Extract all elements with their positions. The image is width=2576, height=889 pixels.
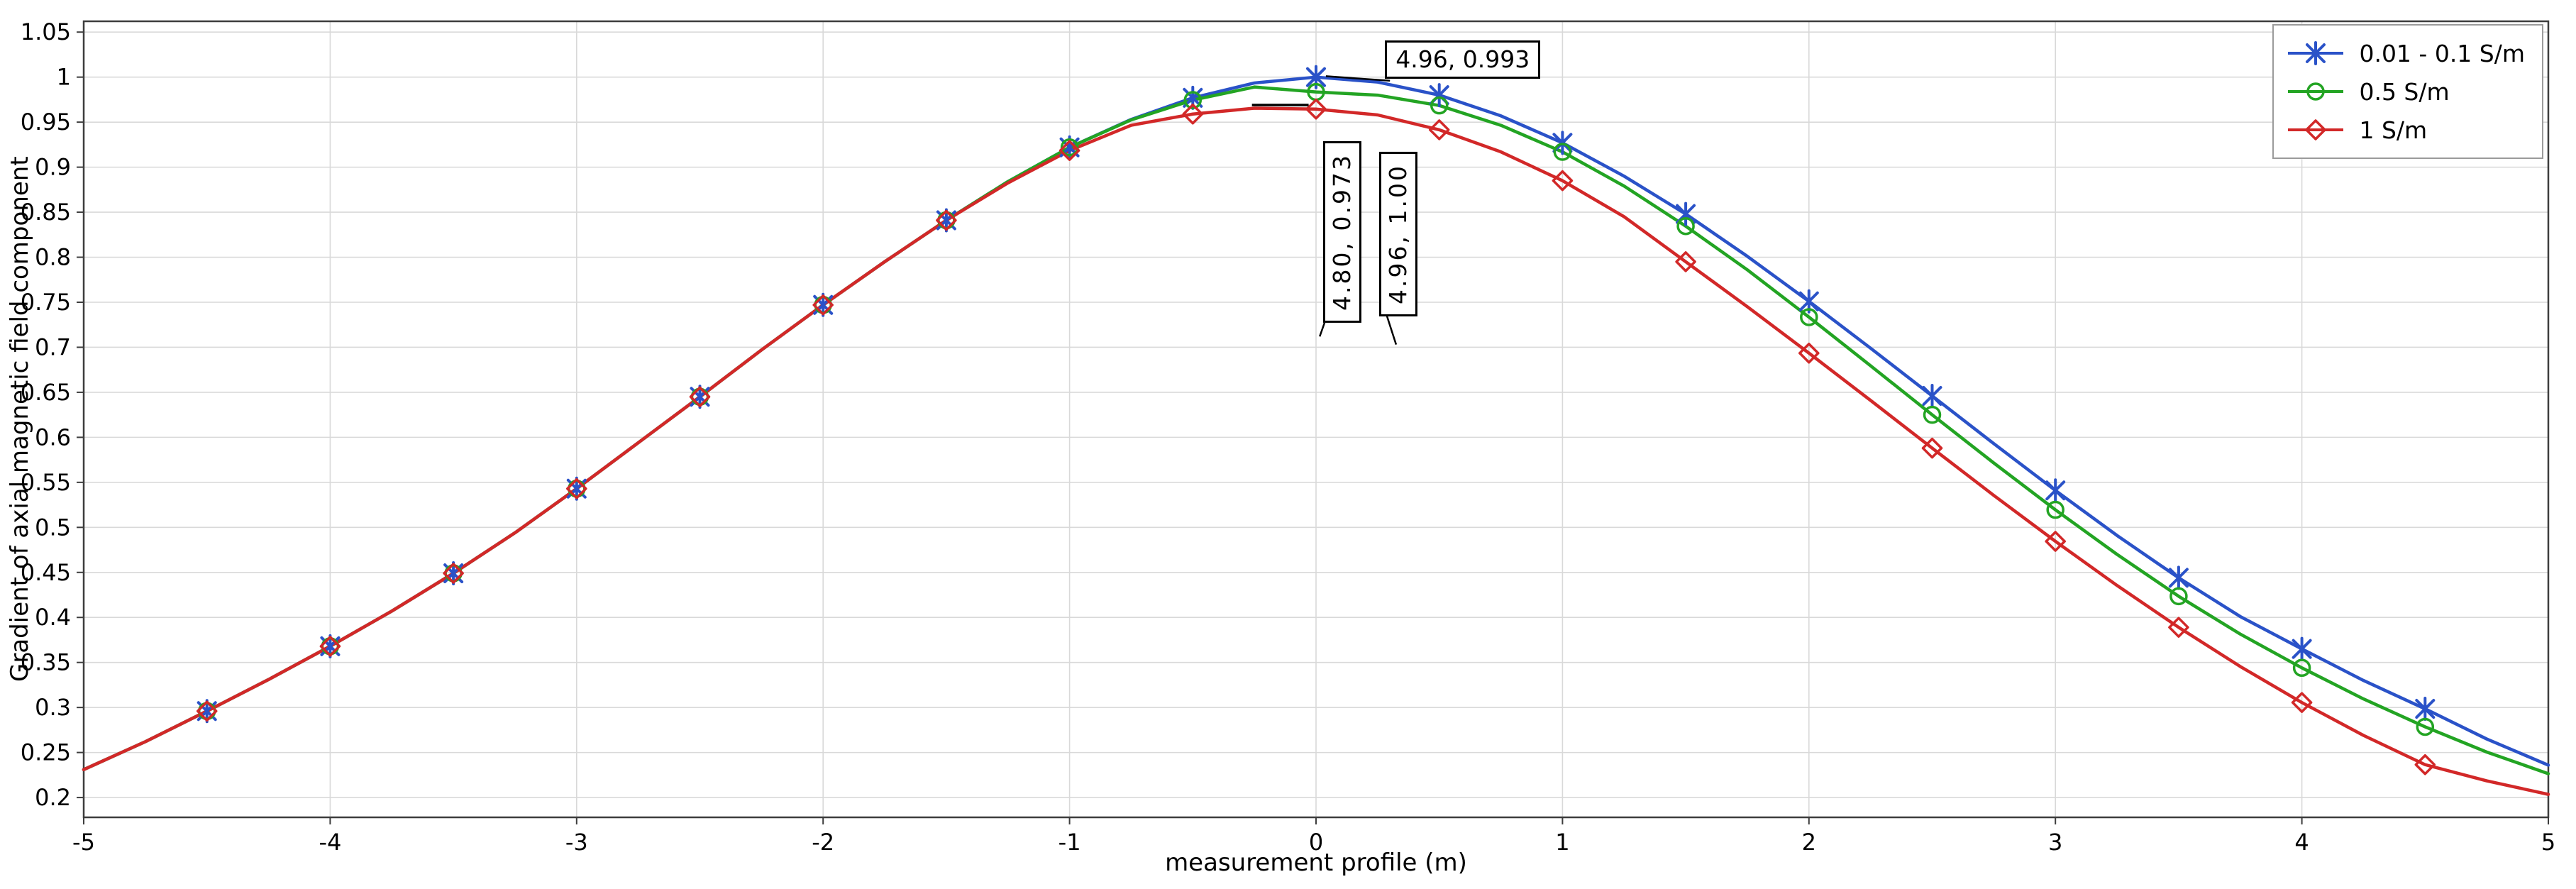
series-marker-2 [1428, 119, 1450, 140]
x-tick-label: -5 [72, 829, 95, 856]
y-axis-title: Gradient of axial magnetic field compone… [6, 156, 34, 683]
x-tick-label: -2 [812, 829, 834, 856]
y-tick-label: 0.9 [35, 154, 71, 181]
series-marker-1 [1430, 96, 1449, 115]
y-tick-label: 0.35 [21, 649, 71, 676]
series-marker-2 [2414, 754, 2436, 775]
annotation-box[interactable]: 4.96, 0.993 [1385, 40, 1541, 79]
series-marker-2 [2168, 617, 2189, 638]
y-tick-label: 0.5 [35, 514, 71, 541]
series-marker-2 [1798, 342, 1820, 364]
x-tick-label: -3 [565, 829, 588, 856]
circle-marker-icon [2288, 82, 2344, 101]
series-marker-1 [1923, 405, 1942, 424]
series-marker-1 [2046, 500, 2064, 519]
series-marker-0 [2292, 636, 2312, 661]
y-tick-label: 0.85 [21, 199, 71, 226]
series-marker-0 [2168, 565, 2189, 590]
x-tick-label: 2 [1802, 829, 1816, 856]
y-tick-label: 0.7 [35, 333, 71, 360]
series-marker-2 [443, 563, 464, 584]
x-tick-label: -1 [1058, 829, 1081, 856]
series-marker-1 [1553, 143, 1572, 161]
annotation-leader [1325, 75, 1391, 82]
series-marker-1 [2416, 717, 2435, 736]
legend-item: 0.01 - 0.1 S/m [2285, 34, 2525, 72]
star-marker-icon [2288, 41, 2344, 65]
y-tick-label: 0.95 [21, 109, 71, 136]
x-tick-label: 1 [1555, 829, 1569, 856]
y-tick-label: 0.25 [21, 739, 71, 766]
y-tick-label: 0.75 [21, 289, 71, 316]
legend-item: 0.5 S/m [2285, 72, 2525, 111]
series-marker-2 [1675, 251, 1696, 272]
series-marker-1 [1676, 217, 1695, 236]
series-marker-0 [2415, 697, 2436, 722]
series-marker-2 [812, 294, 834, 316]
series-marker-0 [1922, 384, 1942, 408]
legend-marker-glyph [2306, 41, 2326, 65]
legend-label: 1 S/m [2359, 116, 2428, 144]
y-tick-label: 0.3 [35, 694, 71, 721]
y-tick-label: 0.65 [21, 379, 71, 406]
y-tick-label: 0.6 [35, 424, 71, 451]
legend-marker-glyph [2305, 119, 2327, 140]
series-marker-2 [1305, 99, 1327, 120]
series-marker-1 [2292, 658, 2311, 678]
series-marker-2 [689, 386, 711, 408]
series-marker-2 [566, 477, 587, 499]
diamond-marker-icon [2288, 119, 2344, 140]
x-tick-label: -4 [319, 829, 341, 856]
y-tick-label: 0.4 [35, 604, 71, 631]
x-axis-title: measurement profile (m) [1165, 849, 1467, 877]
annotation-box[interactable]: 4.80, 0.973 [1323, 140, 1362, 323]
y-tick-label: 1 [57, 64, 71, 91]
series-marker-2 [319, 636, 341, 657]
x-tick-label: 5 [2541, 829, 2555, 856]
legend-label: 0.01 - 0.1 S/m [2359, 39, 2525, 67]
series-marker-1 [2169, 587, 2188, 606]
annotation-leader [1385, 314, 1398, 346]
y-tick-label: 0.8 [35, 244, 71, 271]
x-tick-label: 4 [2294, 829, 2309, 856]
annotation-box[interactable]: 4.96, 1.00 [1378, 152, 1417, 316]
y-tick-label: 0.55 [21, 469, 71, 496]
legend: 0.01 - 0.1 S/m 0.5 S/m 1 S/m [2272, 24, 2543, 159]
series-line-2 [82, 106, 2550, 796]
series-marker-1 [1183, 91, 1203, 109]
y-tick-label: 1.05 [21, 18, 71, 45]
series-marker-2 [1058, 140, 1080, 161]
legend-label: 0.5 S/m [2359, 77, 2450, 106]
series-marker-2 [1182, 103, 1204, 125]
y-tick-label: 0.45 [21, 559, 71, 586]
legend-marker-glyph [2306, 82, 2326, 101]
x-tick-label: 3 [2048, 829, 2062, 856]
series-marker-1 [1800, 308, 1818, 326]
series-marker-2 [1552, 170, 1574, 192]
x-tick-label: 0 [1309, 829, 1323, 856]
series-marker-0 [2045, 478, 2066, 503]
series-marker-2 [2291, 692, 2313, 713]
legend-item: 1 S/m [2285, 111, 2525, 149]
series-marker-2 [936, 209, 957, 231]
y-tick-label: 0.2 [35, 784, 71, 811]
series-marker-2 [2045, 531, 2066, 552]
series-marker-2 [196, 700, 218, 722]
series-marker-2 [1921, 437, 1943, 459]
